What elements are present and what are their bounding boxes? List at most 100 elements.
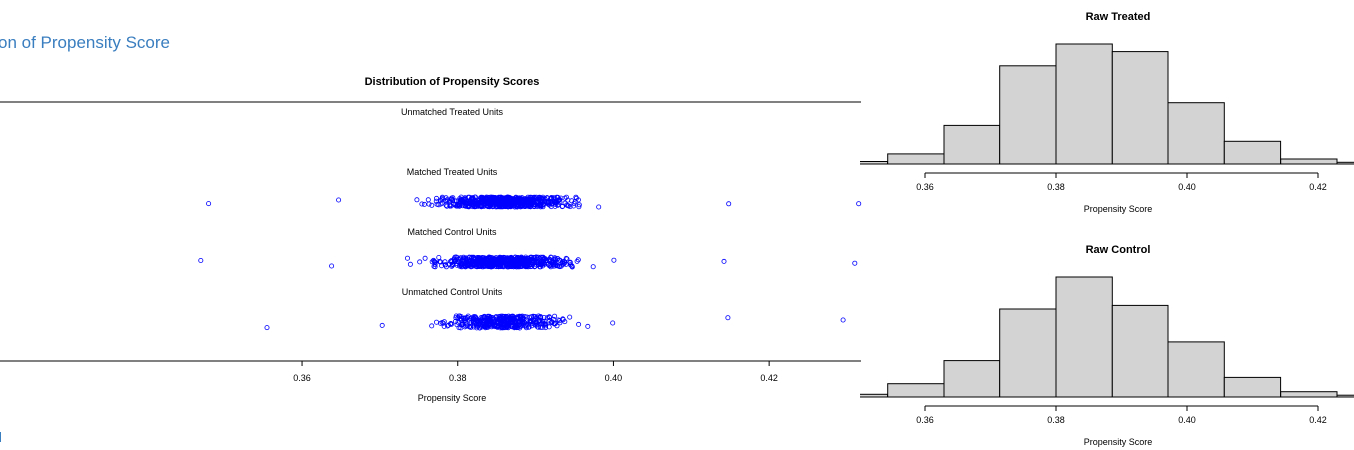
- data-point: [441, 323, 447, 329]
- data-point: [557, 320, 563, 326]
- data-point: [515, 202, 521, 208]
- data-point: [542, 321, 548, 327]
- data-point: [562, 195, 568, 201]
- data-point: [569, 264, 575, 270]
- raw-treated-bars: [860, 43, 1354, 165]
- data-point: [429, 202, 435, 208]
- data-point: [479, 254, 485, 260]
- x-tick-label: 0.36: [916, 415, 934, 425]
- data-point: [519, 319, 525, 325]
- x-tick-label: 0.38: [1047, 182, 1065, 192]
- group-label-matched-control: Matched Control Units: [407, 227, 497, 237]
- data-point: [505, 256, 511, 262]
- data-point: [567, 260, 573, 266]
- data-point: [495, 324, 501, 330]
- data-point: [526, 324, 532, 330]
- data-point: [541, 256, 547, 262]
- data-point: [498, 313, 504, 319]
- data-point: [447, 321, 453, 327]
- data-point: [576, 202, 582, 208]
- data-point: [529, 194, 535, 200]
- data-point: [417, 259, 423, 265]
- data-point: [531, 202, 537, 208]
- data-point: [596, 204, 602, 210]
- data-point: [439, 319, 445, 325]
- data-point: [460, 259, 466, 265]
- histogram-bar: [1280, 391, 1338, 398]
- histogram-bar: [1280, 158, 1338, 165]
- data-point: [537, 324, 543, 330]
- histogram-bar: [999, 308, 1057, 398]
- data-point: [493, 204, 499, 210]
- data-point: [571, 203, 577, 209]
- data-point: [852, 260, 858, 266]
- data-point: [571, 200, 577, 206]
- data-point: [496, 203, 502, 209]
- data-point: [552, 313, 558, 319]
- data-point: [505, 204, 511, 210]
- data-point: [549, 319, 555, 325]
- x-tick-label: 0.42: [1309, 182, 1327, 192]
- data-point: [546, 324, 552, 330]
- data-point: [456, 202, 462, 208]
- data-point: [481, 203, 487, 209]
- x-tick-label: 0.38: [1047, 415, 1065, 425]
- data-point: [532, 317, 538, 323]
- data-point: [561, 261, 567, 267]
- data-point: [576, 321, 582, 327]
- data-point: [541, 201, 547, 207]
- data-point: [470, 195, 476, 201]
- data-point: [458, 325, 464, 331]
- edge-marker: [0, 432, 1, 442]
- histogram-bar: [1055, 43, 1113, 165]
- data-point: [477, 195, 483, 201]
- data-point: [528, 203, 534, 209]
- data-point: [519, 259, 525, 265]
- data-point: [540, 324, 546, 330]
- data-point: [528, 255, 534, 261]
- data-point: [498, 260, 504, 266]
- x-tick-label: 0.36: [293, 373, 311, 383]
- data-point: [512, 263, 518, 269]
- data-point: [726, 201, 732, 207]
- data-point: [465, 194, 471, 200]
- data-point: [538, 195, 544, 201]
- histogram-bar: [943, 124, 1001, 165]
- data-point: [529, 196, 535, 202]
- data-point: [549, 201, 555, 207]
- data-point: [505, 201, 511, 207]
- data-point: [492, 199, 498, 205]
- data-point: [458, 262, 464, 268]
- data-point: [576, 204, 582, 210]
- histogram-bar: [1167, 341, 1225, 398]
- data-point: [453, 203, 459, 209]
- raw-control-bars: [860, 276, 1354, 398]
- data-point: [538, 262, 544, 268]
- data-point: [458, 194, 464, 200]
- histogram-bar: [887, 153, 945, 165]
- data-point: [431, 258, 437, 264]
- data-point: [483, 198, 489, 204]
- data-point: [442, 259, 448, 265]
- data-point: [505, 264, 511, 270]
- data-point: [464, 263, 470, 269]
- data-point: [548, 264, 554, 270]
- data-point: [422, 255, 428, 261]
- data-point: [567, 314, 573, 320]
- data-point: [523, 264, 529, 270]
- data-point: [559, 204, 565, 210]
- data-point: [541, 255, 547, 261]
- group-label-unmatched-treated: Unmatched Treated Units: [401, 107, 504, 117]
- data-point: [421, 201, 427, 207]
- data-point: [725, 315, 731, 321]
- histogram-bar: [1111, 304, 1169, 398]
- x-tick-label: 0.42: [760, 373, 778, 383]
- histogram-bar: [1111, 51, 1169, 165]
- data-point: [456, 325, 462, 331]
- data-point: [555, 317, 561, 323]
- data-point: [466, 203, 472, 209]
- data-point: [541, 261, 547, 267]
- data-point: [532, 322, 538, 328]
- data-point: [476, 201, 482, 207]
- data-point: [336, 197, 342, 203]
